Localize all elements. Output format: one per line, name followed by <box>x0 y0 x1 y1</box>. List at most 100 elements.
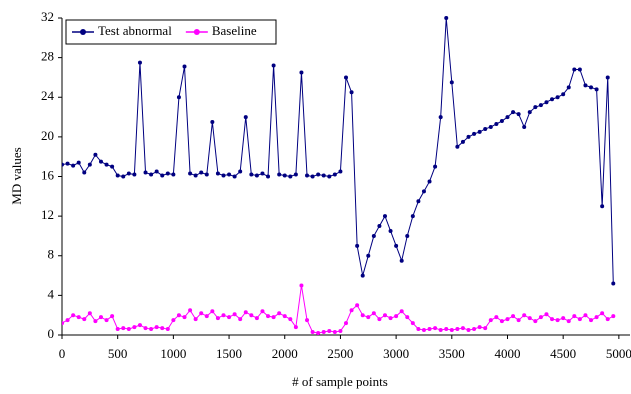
data-point <box>110 164 115 169</box>
data-point <box>494 121 499 126</box>
data-point <box>455 327 460 332</box>
data-point <box>399 258 404 263</box>
data-point <box>149 327 154 332</box>
data-point <box>499 119 504 124</box>
data-point <box>149 172 154 177</box>
data-point <box>293 325 298 330</box>
y-tick-label: 28 <box>41 49 54 64</box>
data-point <box>433 326 438 331</box>
data-point <box>589 85 594 90</box>
data-point <box>271 63 276 68</box>
data-point <box>583 83 588 88</box>
data-point <box>377 317 382 322</box>
data-point <box>427 179 432 184</box>
data-point <box>165 171 170 176</box>
data-point <box>316 331 321 336</box>
y-tick-label: 0 <box>48 326 55 341</box>
data-point <box>538 315 543 320</box>
data-point <box>132 172 137 177</box>
data-point <box>193 173 198 178</box>
x-tick-label: 5000 <box>606 346 631 361</box>
data-point <box>249 172 254 177</box>
data-point <box>538 103 543 108</box>
data-point <box>355 303 360 308</box>
data-point <box>600 204 605 209</box>
data-point <box>321 173 326 178</box>
data-point <box>505 115 510 120</box>
data-point <box>388 316 393 321</box>
data-point <box>182 64 187 69</box>
data-point <box>472 131 477 136</box>
plot <box>62 16 616 336</box>
data-point <box>126 171 131 176</box>
data-point <box>344 321 348 326</box>
data-point <box>176 95 181 100</box>
data-point <box>449 80 454 85</box>
data-point <box>511 314 516 319</box>
data-point <box>577 317 582 322</box>
data-point <box>577 67 582 72</box>
data-point <box>71 163 76 168</box>
data-point <box>460 139 465 144</box>
x-axis-label: # of sample points <box>292 374 388 389</box>
data-point <box>433 164 438 169</box>
data-point <box>104 162 109 167</box>
data-point <box>165 327 170 332</box>
data-point <box>282 173 287 178</box>
data-point <box>472 327 477 332</box>
data-point <box>550 97 555 102</box>
data-point <box>193 317 198 322</box>
data-point <box>611 281 616 286</box>
data-point <box>277 172 282 177</box>
data-point <box>561 92 566 97</box>
y-tick-label: 32 <box>41 9 54 24</box>
x-tick-label: 0 <box>59 346 66 361</box>
data-point <box>449 328 454 333</box>
data-point <box>605 317 610 322</box>
data-point <box>98 159 103 164</box>
data-point <box>394 243 399 248</box>
data-point <box>371 233 376 238</box>
data-point <box>527 316 532 321</box>
data-point <box>366 315 371 320</box>
data-point <box>438 115 443 120</box>
data-point <box>544 312 549 317</box>
data-point <box>444 327 449 332</box>
data-point <box>71 313 76 318</box>
data-point <box>271 315 276 320</box>
x-tick-label: 1000 <box>160 346 186 361</box>
data-point <box>555 95 560 100</box>
data-point <box>254 316 259 321</box>
data-point <box>327 174 332 179</box>
data-point <box>583 313 588 318</box>
data-point <box>589 318 594 323</box>
data-point <box>316 172 321 177</box>
data-point <box>338 329 343 334</box>
data-point <box>243 310 248 315</box>
legend-label: Baseline <box>212 23 257 38</box>
series-line <box>62 285 614 334</box>
x-tick-label: 2500 <box>327 346 353 361</box>
x-tick-label: 3000 <box>383 346 409 361</box>
data-point <box>254 173 259 178</box>
data-point <box>115 327 120 332</box>
data-point <box>82 317 87 322</box>
data-point <box>332 330 337 335</box>
data-point <box>288 317 293 322</box>
data-point <box>160 173 165 178</box>
data-point <box>121 174 126 179</box>
data-point <box>416 199 421 204</box>
data-point <box>405 233 410 238</box>
data-point <box>416 327 421 332</box>
data-point <box>344 75 348 80</box>
data-point <box>572 314 577 319</box>
data-point <box>282 314 287 319</box>
legend: Test abnormal Baseline <box>65 19 277 45</box>
data-point <box>410 214 415 219</box>
data-point <box>388 228 393 233</box>
data-point <box>527 110 532 115</box>
y-tick-label: 12 <box>41 207 54 222</box>
data-point <box>260 309 265 314</box>
data-point <box>327 329 332 334</box>
